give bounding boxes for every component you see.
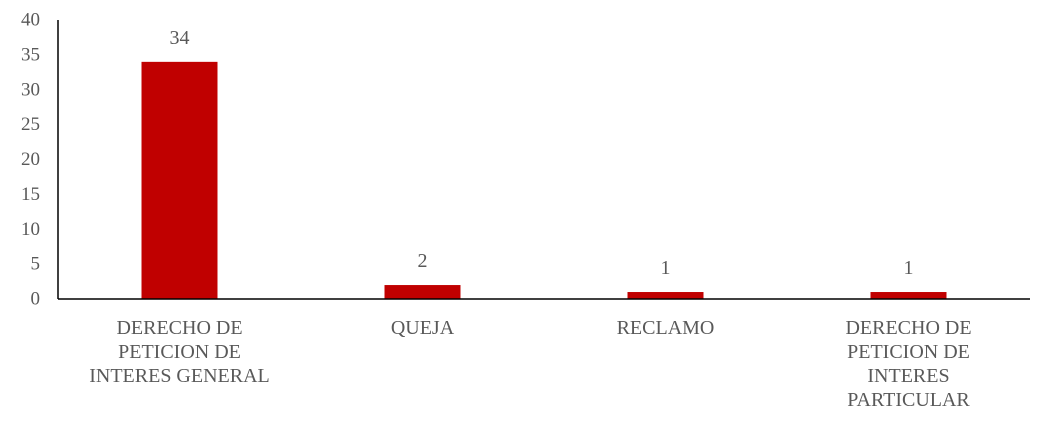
y-tick-label: 25 — [21, 114, 40, 135]
x-category-label-line: DERECHO DE — [845, 317, 971, 339]
y-tick-label: 20 — [21, 149, 40, 170]
y-tick-label: 10 — [21, 219, 40, 240]
x-category-label-line: PETICION DE — [847, 341, 970, 363]
x-category-label-line: INTERES GENERAL — [89, 365, 270, 387]
data-labels: 34 2 1 1 — [170, 27, 914, 279]
bars — [141, 61, 947, 299]
y-tick-label: 30 — [21, 79, 40, 100]
y-tick-label: 15 — [21, 184, 40, 205]
bar — [384, 285, 461, 299]
y-tick-label: 35 — [21, 44, 40, 65]
x-category-label-line: INTERES — [867, 365, 949, 387]
data-label: 1 — [904, 257, 914, 279]
bar — [141, 61, 218, 299]
bar — [870, 292, 947, 299]
x-category-label-line: QUEJA — [391, 317, 455, 339]
x-category-label: RECLAMO — [617, 317, 715, 339]
x-category-label: DERECHO DE PETICION DE INTERES PARTICULAR — [845, 317, 971, 411]
x-category-label-line: PARTICULAR — [847, 389, 970, 411]
x-axis-labels: DERECHO DE PETICION DE INTERES GENERALQUEJ… — [89, 317, 971, 411]
data-label: 1 — [661, 257, 671, 279]
y-axis-ticks: 0 5 10 15 20 25 30 35 40 — [21, 10, 40, 310]
y-tick-label: 5 — [31, 254, 41, 275]
x-category-label: DERECHO DE PETICION DE INTERES GENERAL — [89, 317, 270, 387]
data-label: 2 — [418, 250, 428, 272]
x-category-label-line: DERECHO DE — [116, 317, 242, 339]
x-category-label: QUEJA — [391, 317, 455, 339]
data-label: 34 — [170, 27, 190, 49]
bar — [627, 292, 704, 299]
x-category-label-line: RECLAMO — [617, 317, 715, 339]
y-tick-label: 0 — [31, 289, 41, 310]
y-tick-label: 40 — [21, 10, 40, 31]
x-category-label-line: PETICION DE — [118, 341, 241, 363]
